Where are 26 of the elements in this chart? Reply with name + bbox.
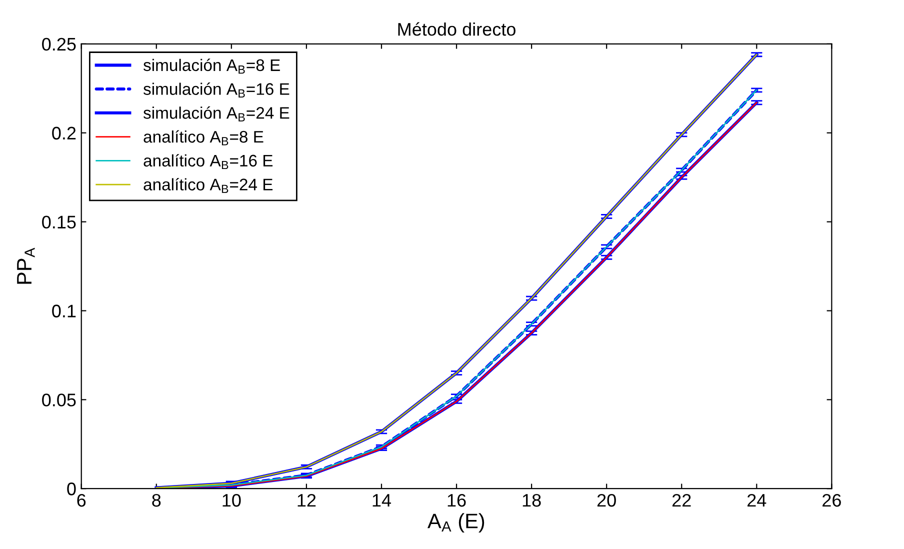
y-tick-label: 0 bbox=[67, 482, 76, 496]
x-tick-label: 24 bbox=[748, 494, 766, 507]
legend-label: simulación A$_{B}$=16 E bbox=[143, 82, 290, 98]
x-tick-label: 16 bbox=[448, 494, 466, 507]
legend-label: analítico A$_{B}$=8 E bbox=[144, 130, 264, 146]
x-tick-label: 20 bbox=[597, 494, 616, 507]
y-tick-label: 0.25 bbox=[42, 38, 76, 51]
x-tick-label: 6 bbox=[77, 494, 86, 507]
x-tick-label: 26 bbox=[822, 494, 841, 507]
x-tick-label: 12 bbox=[298, 494, 316, 507]
legend-label: simulación A$_{B}$=8 E bbox=[143, 58, 280, 74]
x-tick-label: 8 bbox=[152, 494, 161, 507]
x-tick-label: 10 bbox=[222, 494, 241, 507]
y-tick-label: 0.15 bbox=[42, 216, 76, 229]
legend-label: analítico A$_{B}$=16 E bbox=[144, 154, 273, 170]
x-tick-label: 22 bbox=[672, 494, 691, 507]
y-tick-label: 0.05 bbox=[42, 394, 76, 406]
y-axis-title: PP$_{A}$ bbox=[17, 248, 35, 284]
x-axis-title: A$_{A}$ (E) bbox=[428, 513, 484, 532]
legend-label: simulación A$_{B}$=24 E bbox=[143, 106, 290, 122]
chart-title: Método directo bbox=[398, 22, 516, 36]
y-tick-label: 0.2 bbox=[52, 126, 76, 140]
x-tick-label: 18 bbox=[522, 494, 541, 507]
y-tick-label: 0.1 bbox=[52, 304, 76, 318]
x-tick-label: 14 bbox=[372, 494, 391, 507]
legend-label: analítico A$_{B}$=24 E bbox=[144, 178, 273, 193]
